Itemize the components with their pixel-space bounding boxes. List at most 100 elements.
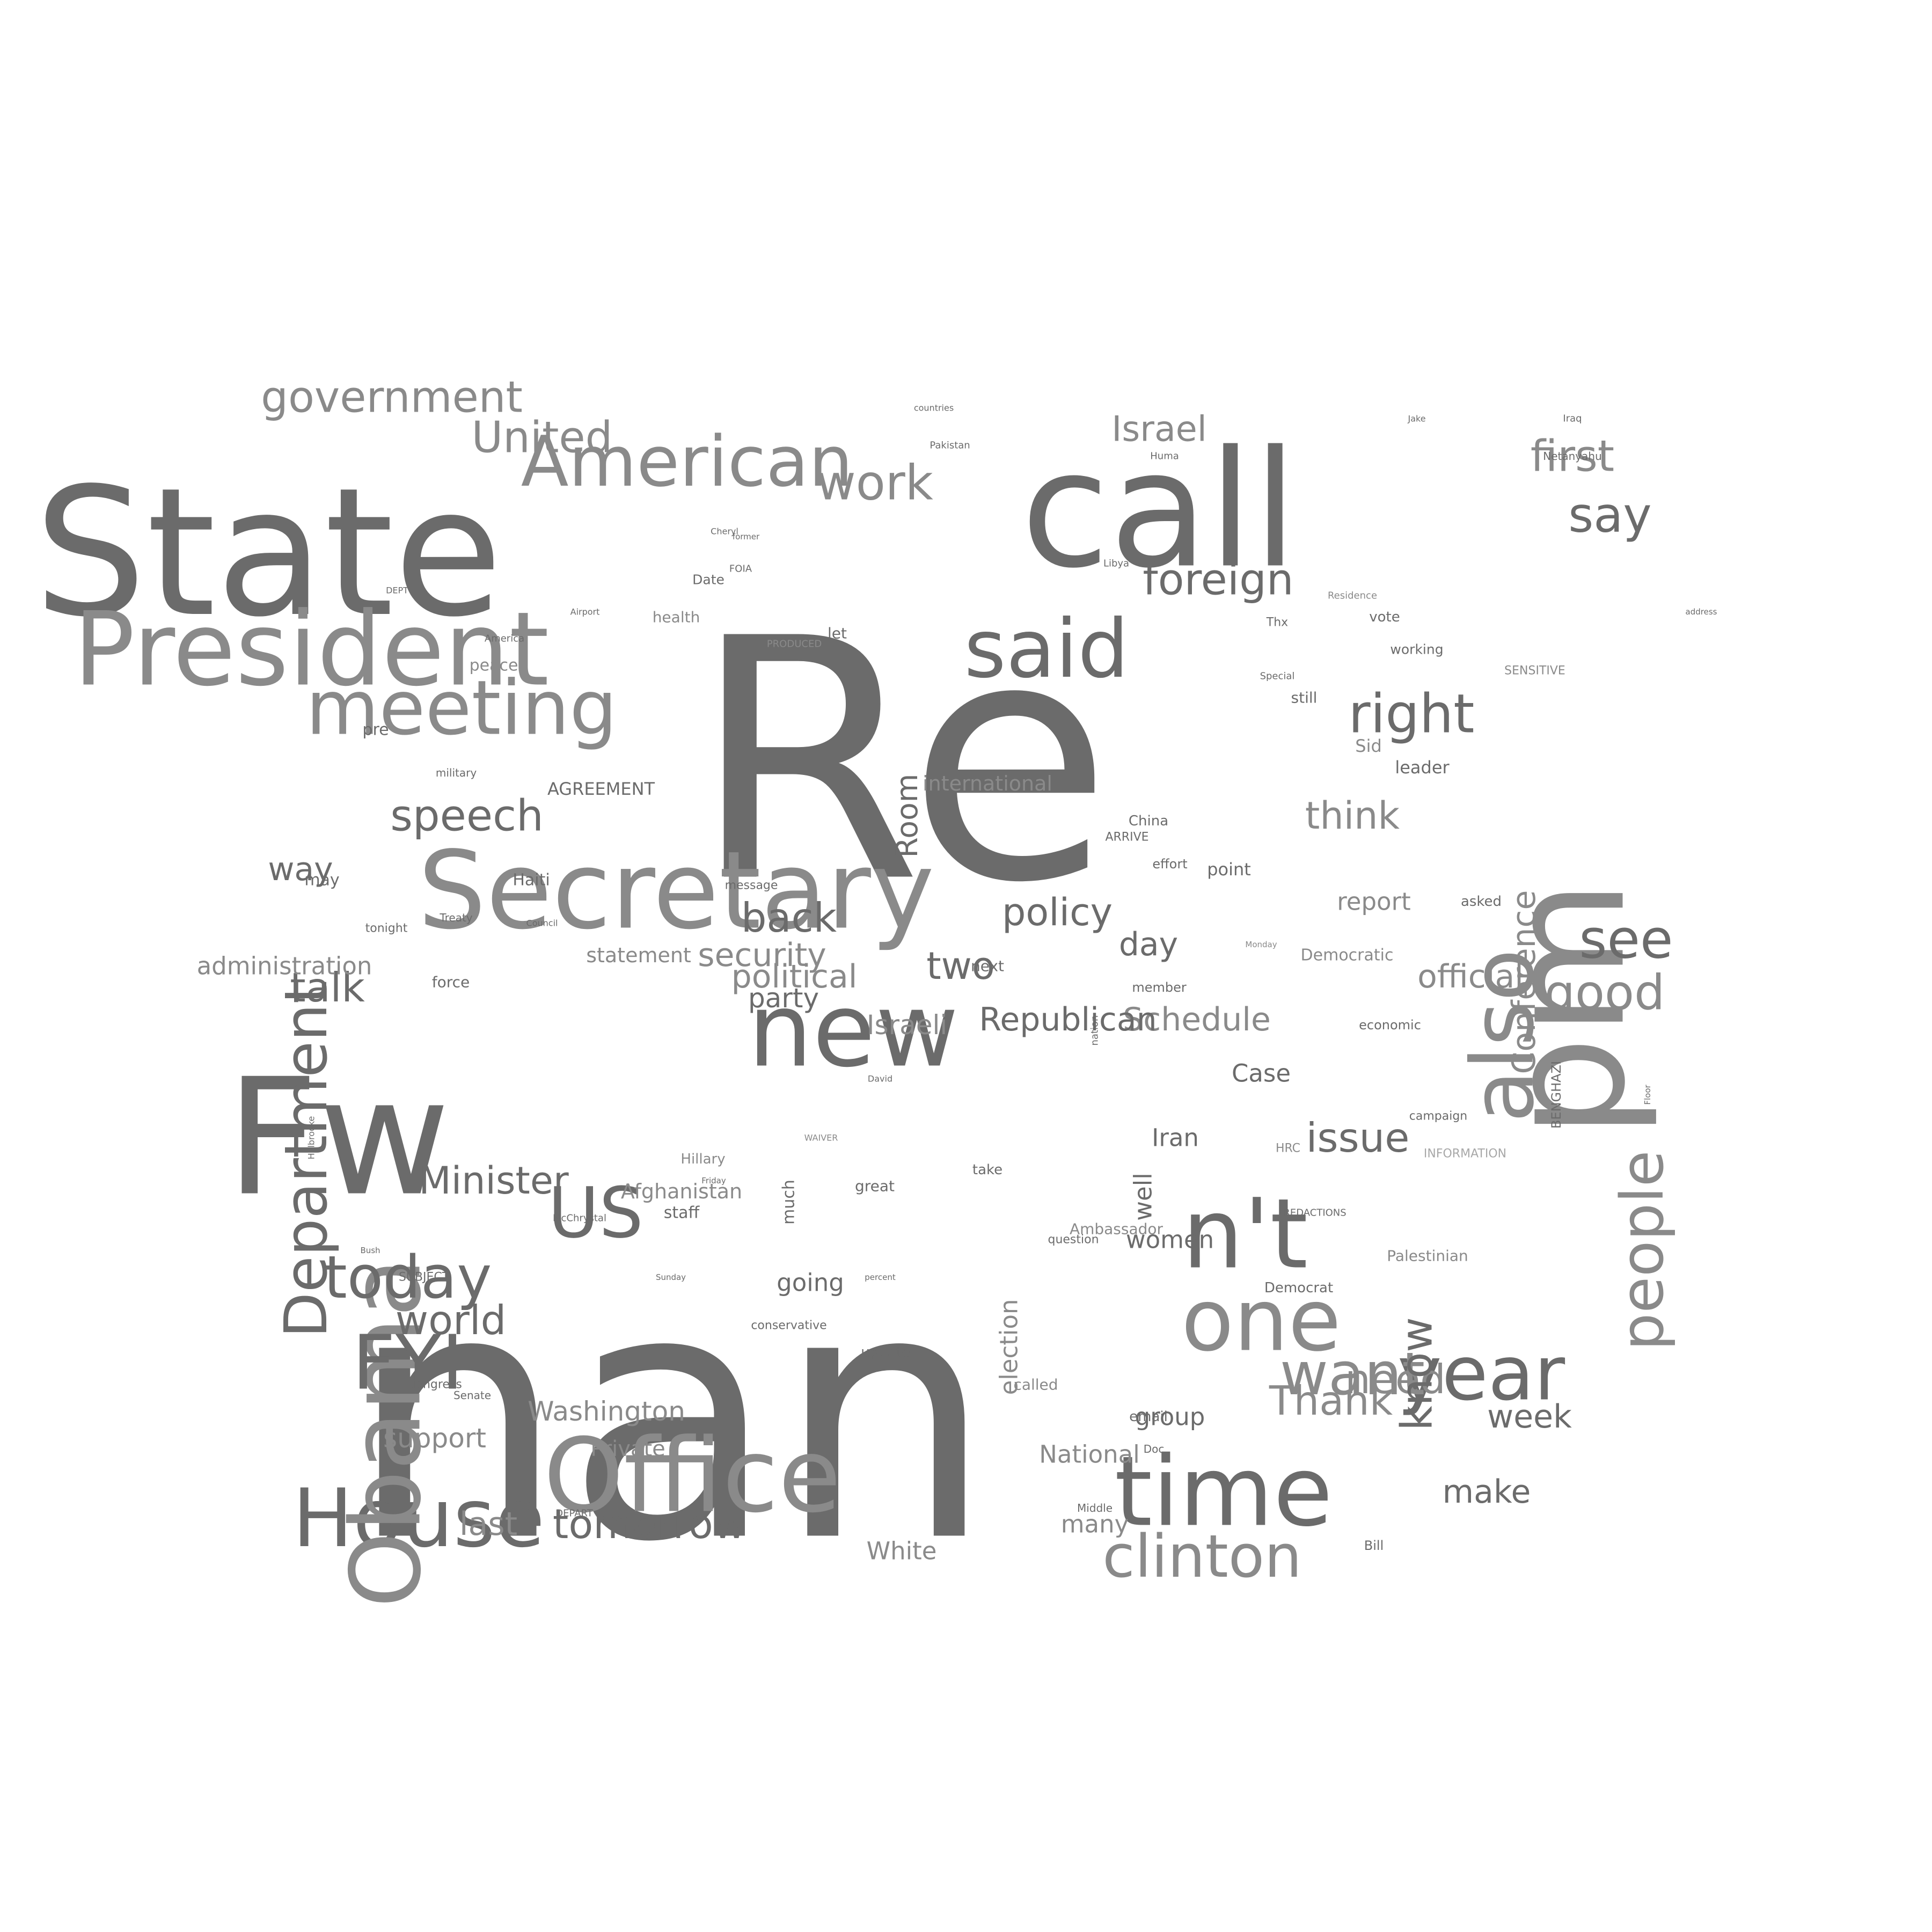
word-61: official — [1417, 958, 1524, 996]
word-104: Hillary — [680, 1151, 725, 1167]
word-51: week — [1487, 1398, 1572, 1436]
word-88: take — [972, 1162, 1002, 1178]
word-49: Thank — [1269, 1377, 1393, 1424]
word-48: know — [1392, 1317, 1442, 1430]
word-163: former — [733, 532, 760, 541]
word-44: world — [396, 1297, 507, 1344]
word-38: tomorrow — [553, 1501, 746, 1548]
word-98: Palestinian — [1387, 1247, 1468, 1265]
word-52: way — [268, 851, 333, 888]
word-125: Congress — [407, 1378, 462, 1392]
word-37: think — [1305, 794, 1400, 838]
word-56: Room — [890, 774, 924, 858]
word-21: Department — [272, 980, 340, 1338]
word-71: report — [1337, 888, 1410, 916]
word-15: also — [1453, 949, 1553, 1123]
word-120: Thx — [1266, 616, 1288, 630]
word-9: time — [1115, 1436, 1333, 1548]
word-96: force — [432, 974, 470, 991]
word-60: Conference — [1505, 890, 1543, 1074]
word-35: United — [472, 413, 613, 463]
word-50: last — [459, 1505, 517, 1543]
word-6: Secretary — [418, 829, 934, 954]
word-67: group — [1135, 1403, 1205, 1431]
word-62: Israeli — [867, 1009, 948, 1041]
word-23: clinton — [1102, 1522, 1301, 1591]
word-114: BENGHAZI — [1549, 1061, 1564, 1129]
word-84: Sid — [1355, 736, 1382, 756]
word-57: political — [731, 958, 858, 996]
word-155: Airport — [570, 607, 600, 617]
word-83: AGREEMENT — [547, 779, 655, 799]
word-130: Netanyahu — [1543, 450, 1601, 463]
word-138: McChrystal — [553, 1213, 606, 1224]
word-16: said — [964, 603, 1129, 696]
word-53: day — [1119, 926, 1178, 963]
word-136: Residence — [1328, 590, 1377, 602]
word-18: FYI — [352, 1320, 463, 1407]
word-140: Huma — [1150, 451, 1179, 462]
word-33: first — [1531, 431, 1614, 481]
word-64: party — [748, 983, 819, 1014]
word-87: still — [1291, 689, 1318, 707]
word-86: peace — [470, 656, 518, 675]
word-124: SUBJECT — [399, 1271, 450, 1284]
word-55: make — [1443, 1473, 1531, 1511]
word-160: Bush — [360, 1246, 380, 1255]
word-118: member — [1132, 980, 1187, 995]
word-28: government — [261, 372, 523, 422]
word-70: Case — [1232, 1059, 1291, 1088]
word-5: Fw — [226, 1044, 450, 1232]
word-7: President — [74, 590, 549, 709]
word-126: conservative — [751, 1319, 826, 1333]
word-99: Democratic — [1301, 946, 1394, 965]
word-128: ARRIVE — [1105, 831, 1148, 844]
word-105: update — [861, 1344, 910, 1360]
word-109: China — [1129, 813, 1168, 829]
word-149: FOIA — [729, 564, 752, 575]
word-110: asked — [1461, 894, 1502, 910]
word-79: Private — [590, 1437, 665, 1461]
word-31: see — [1579, 908, 1673, 971]
word-24: people — [1608, 1151, 1677, 1351]
word-122: campaign — [1409, 1110, 1467, 1123]
word-127: military — [436, 766, 477, 779]
word-80: statement — [586, 943, 691, 967]
word-4: pm — [1474, 880, 1661, 1139]
word-106: Date — [692, 572, 724, 588]
word-150: WAIVER — [804, 1133, 838, 1143]
word-89: may — [304, 871, 339, 890]
word-22: year — [1397, 1330, 1565, 1418]
word-65: Washington — [528, 1396, 685, 1427]
word-153: Holbrooke — [306, 1116, 317, 1160]
word-94: much — [780, 1180, 799, 1225]
word-159: Friday — [701, 1176, 726, 1185]
word-95: called — [1013, 1376, 1058, 1394]
word-134: America — [485, 633, 524, 645]
word-97: health — [653, 609, 700, 626]
word-90: pre — [362, 721, 389, 740]
word-92: staff — [664, 1204, 700, 1223]
word-132: Treaty — [439, 911, 472, 924]
word-27: want — [1280, 1340, 1425, 1408]
word-141: Jake — [1407, 414, 1425, 424]
word-129: HRC — [1276, 1142, 1300, 1155]
word-107: Democrat — [1264, 1280, 1333, 1296]
word-17: US — [548, 1172, 643, 1254]
word-78: international — [923, 772, 1052, 795]
word-131: Middle — [1077, 1502, 1113, 1514]
word-147: countries — [914, 403, 954, 413]
word-75: women — [1126, 1226, 1214, 1254]
word-58: Schedule — [1123, 1001, 1271, 1038]
word-113: economic — [1359, 1018, 1421, 1033]
word-76: administration — [197, 952, 372, 980]
word-157: Monday — [1245, 940, 1277, 949]
word-93: leader — [1395, 757, 1450, 778]
word-41: good — [1545, 965, 1665, 1021]
word-42: issue — [1306, 1114, 1410, 1161]
word-101: great — [855, 1177, 895, 1195]
word-161: percent — [865, 1272, 896, 1282]
word-148: REDACTIONS — [1283, 1208, 1346, 1219]
word-46: two — [926, 944, 995, 988]
word-14: one — [1181, 1270, 1341, 1371]
